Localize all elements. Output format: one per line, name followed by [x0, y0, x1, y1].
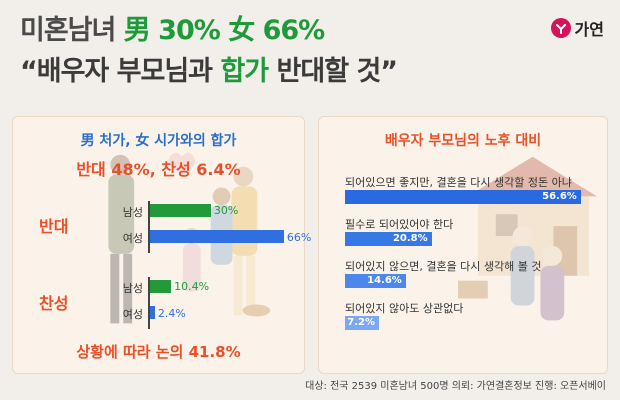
brand-name: 가연	[574, 20, 604, 39]
survey-credits: 대상: 전국 2539 미혼남녀 500명 의뢰: 가연결혼정보 진행: 오픈서…	[305, 381, 606, 392]
brand-logo: 가연	[550, 16, 604, 40]
left-panel-title: 男 처가, 女 시가와의 합가	[80, 133, 237, 149]
rbar-value-3: 14.6%	[367, 275, 402, 286]
headline-subtitle-highlight: 합가	[220, 56, 269, 87]
bar-oppose-female	[150, 230, 284, 243]
bar-agree-female	[150, 306, 155, 319]
rbar-3: 14.6%	[345, 274, 406, 288]
rbar-label-3: 되어있지 않으면, 결혼을 다시 생각해 볼 것	[345, 260, 542, 273]
bar-label-oppose-female: 여성	[122, 232, 143, 245]
bar-value-agree-female: 2.4%	[157, 307, 186, 320]
group-label-oppose: 반대	[39, 217, 69, 236]
left-panel-footer: 상황에 따라 논의 41.8%	[76, 343, 241, 361]
bar-oppose-male	[150, 204, 211, 217]
headline-line-2: “배우자 부모님과 합가 반대할 것”	[20, 52, 500, 92]
rbar-label-4: 되어있지 않아도 상관없다	[345, 302, 464, 315]
left-panel-subtitle: 반대 48%, 찬성 6.4%	[76, 160, 241, 179]
headline-subtitle-open: “배우자 부모님과	[20, 56, 221, 87]
left-panel: 男 처가, 女 시가와의 합가 반대 48%, 찬성 6.4% 반대 찬성 남성…	[12, 116, 311, 374]
rbar-value-1: 56.6%	[542, 191, 577, 202]
headline-title-highlight: 男 30% 女 66%	[123, 15, 325, 46]
bar-label-agree-male: 남성	[122, 282, 143, 295]
bar-label-oppose-male: 남성	[122, 206, 143, 219]
rbar-1: 56.6%	[345, 190, 581, 204]
bar-agree-male	[150, 280, 172, 293]
house-couple-illustration	[458, 156, 598, 321]
bar-value-oppose-female: 66%	[286, 231, 312, 244]
group-label-agree: 찬성	[39, 294, 69, 313]
headline-subtitle-close: 반대할 것”	[268, 56, 399, 87]
rbar-label-1: 되어있으면 좋지만, 결혼을 다시 생각할 정돈 아냐	[345, 176, 572, 189]
brand-mark-icon	[550, 18, 571, 38]
bar-value-agree-male: 10.4%	[174, 280, 210, 293]
right-panel-title: 배우자 부모님의 노후 대비	[384, 133, 542, 149]
rbar-2: 20.8%	[345, 232, 432, 246]
bar-axis-oppose	[148, 201, 150, 253]
rbar-value-4: 7.2%	[347, 317, 375, 328]
rbar-value-2: 20.8%	[392, 233, 428, 244]
right-panel: 배우자 부모님의 노후 대비 되어있으면 좋지만, 결혼을 다시 생각할 정돈 …	[318, 116, 608, 374]
rbar-4: 7.2%	[345, 316, 379, 330]
headline-line-1: 미혼남녀 男 30% 女 66%	[20, 10, 500, 52]
bar-axis-agree	[148, 277, 150, 329]
bar-value-oppose-male: 30%	[213, 204, 239, 217]
bar-label-agree-female: 여성	[122, 308, 143, 321]
rbar-label-2: 필수로 되어있어야 한다	[345, 218, 454, 231]
headline-title: 미혼남녀	[20, 15, 116, 46]
headline: 미혼남녀 男 30% 女 66% “배우자 부모님과 합가 반대할 것”	[20, 10, 500, 92]
